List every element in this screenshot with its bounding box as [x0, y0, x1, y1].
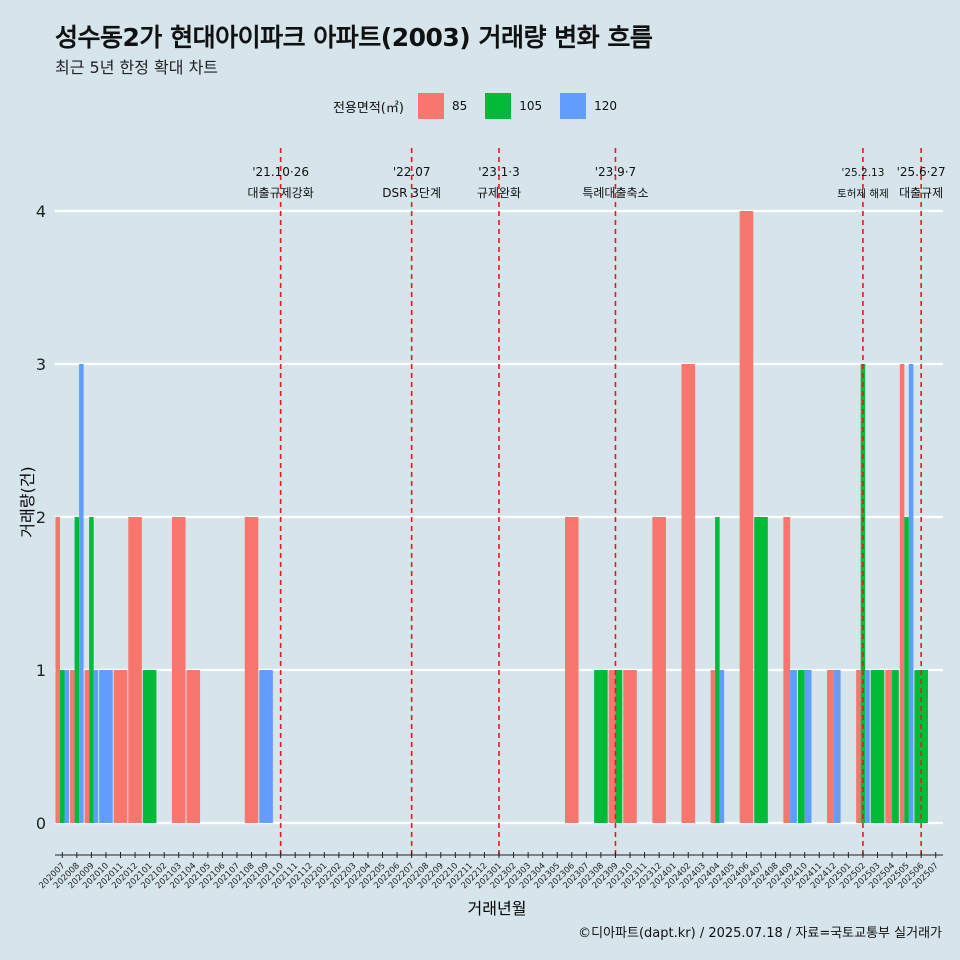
y-tick-label: 1 — [36, 661, 46, 680]
legend-title: 전용면적(㎡) — [332, 100, 404, 116]
bar-85-202504 — [885, 670, 893, 823]
event-lines: '21.10·26 대출규제강화 '22.07 DSR 3단계 '23.1·3 규제완화 '… — [248, 148, 946, 855]
legend-swatch-120 — [560, 93, 587, 119]
bar-120-202502 — [865, 670, 870, 823]
bar-85-202310 — [623, 670, 637, 823]
bar-85-202312 — [652, 517, 666, 823]
event-label-202506: 대출규제 — [899, 186, 943, 200]
bar-105-202309 — [615, 670, 623, 823]
y-tick-label: 2 — [36, 508, 46, 527]
event-label-202502: 토허제 해제 — [837, 187, 889, 200]
bar-120-202109 — [259, 670, 273, 823]
bar-105-202407 — [754, 517, 768, 823]
source-caption: ©디아파트(dapt.kr) / 2025.07.18 / 자료=국토교통부 실… — [578, 926, 942, 941]
bar-120-202009 — [93, 670, 99, 823]
event-label-202110: 대출규제강화 — [248, 186, 314, 200]
bar-105-202503 — [870, 670, 885, 823]
event-date-202110: '21.10·26 — [252, 165, 309, 179]
y-tick-label: 4 — [36, 202, 46, 221]
event-date-202506: '25.6·27 — [897, 165, 946, 179]
bar-85-202104 — [186, 670, 201, 823]
event-date-202309: '23.9·7 — [595, 165, 636, 179]
event-label-202309: 특례대출축소 — [582, 186, 648, 200]
bar-120-202404 — [719, 670, 725, 823]
bar-85-202011 — [113, 670, 128, 823]
bar-85-202108 — [244, 517, 259, 823]
event-label-202207: DSR 3단계 — [382, 186, 441, 200]
event-label-202301: 규제완화 — [477, 186, 521, 200]
y-tick-label: 0 — [36, 814, 46, 833]
y-tick-label: 3 — [36, 355, 46, 374]
bar-85-202409 — [783, 517, 791, 823]
bar-85-202007 — [55, 517, 61, 823]
bar-105-202410 — [797, 670, 805, 823]
bar-85-202412 — [827, 670, 834, 823]
bar-85-202406 — [739, 211, 754, 823]
legend-label-85: 85 — [451, 99, 468, 113]
bar-105-202308 — [594, 670, 608, 823]
bar-85-202402 — [681, 364, 696, 823]
bar-105-202007 — [60, 670, 65, 823]
bar-120-202410 — [804, 670, 812, 823]
bar-120-202008 — [79, 364, 84, 823]
event-date-202301: '23.1·3 — [478, 165, 519, 179]
y-axis-label: 거래량(건) — [18, 466, 37, 537]
x-axis-label: 거래년월 — [468, 899, 527, 918]
bar-85-202309 — [608, 670, 616, 823]
bar-120-202010 — [99, 670, 113, 823]
chart-subtitle: 최근 5년 한정 확대 차트 — [55, 58, 219, 77]
bar-105-202101 — [142, 670, 157, 823]
legend-label-105: 105 — [519, 99, 543, 113]
event-date-202502: '25.2.13 — [841, 167, 884, 179]
bar-120-202505 — [908, 364, 914, 823]
event-date-202207: '22.07 — [393, 165, 431, 179]
bar-85-202008 — [70, 670, 75, 823]
legend-swatch-85 — [417, 93, 444, 119]
bar-105-202505 — [904, 517, 909, 823]
bar-85-202009 — [84, 670, 90, 823]
bar-85-202502 — [856, 670, 861, 823]
bar-105-202008 — [74, 517, 80, 823]
bar-105-202404 — [715, 517, 720, 823]
bar-85-202404 — [710, 670, 716, 823]
bar-105-202009 — [89, 517, 94, 823]
legend-swatch-105 — [485, 93, 512, 119]
legend-label-120: 120 — [594, 99, 618, 113]
bars — [55, 211, 928, 823]
bar-85-202012 — [128, 517, 142, 823]
bar-120-202007 — [64, 670, 70, 823]
bar-105-202504 — [892, 670, 899, 823]
bar-85-202103 — [171, 517, 186, 823]
bar-85-202505 — [899, 364, 905, 823]
bar-85-202306 — [565, 517, 579, 823]
bar-120-202412 — [833, 670, 841, 823]
legend: 전용면적(㎡) 85 105 120 — [0, 93, 960, 119]
chart-title: 성수동2가 현대아이파크 아파트(2003) 거래량 변화 흐름 — [55, 23, 653, 52]
bar-120-202409 — [790, 670, 797, 823]
